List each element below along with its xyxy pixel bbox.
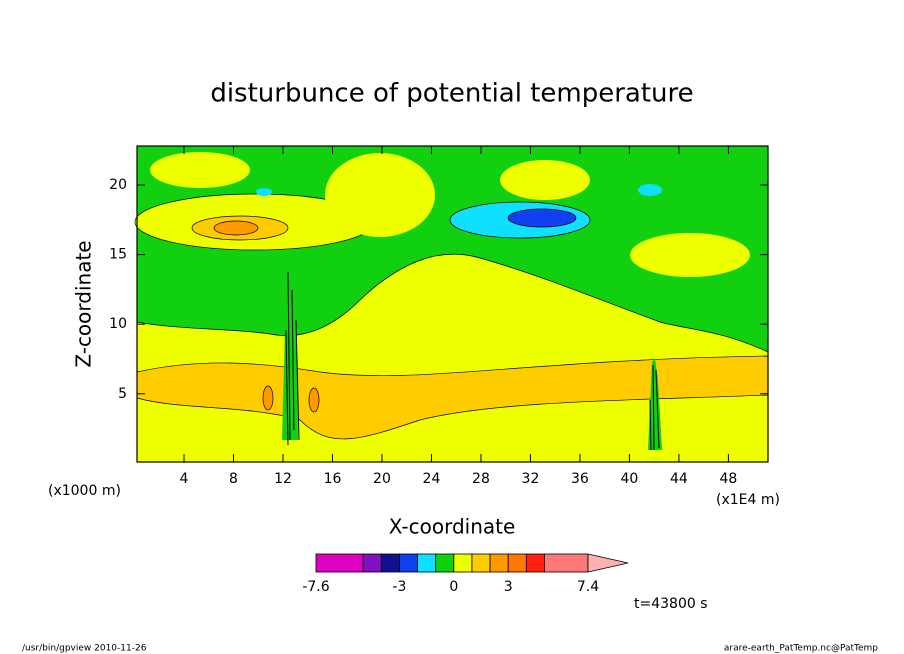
plot-frame <box>136 145 769 463</box>
colorbar-tick-label: 3 <box>504 579 513 595</box>
field-contour <box>285 271 300 446</box>
field-region <box>325 153 435 237</box>
colorbar-tick-label: 0 <box>449 579 458 595</box>
field-region <box>150 152 250 188</box>
colorbar-box <box>471 553 491 573</box>
colorbar-box <box>417 553 437 573</box>
x-tick-label: 8 <box>229 471 238 487</box>
y-tick-label: 20 <box>109 177 127 193</box>
colorbar-box <box>489 553 509 573</box>
y-tick-label: 15 <box>109 247 127 263</box>
field-region <box>262 385 274 411</box>
colorbar-tick-label: -3 <box>392 579 406 595</box>
y-tick-label: 10 <box>109 316 127 332</box>
y-axis-label: Z-coordinate <box>72 240 96 367</box>
colorbar-box <box>525 553 545 573</box>
x-tick-label: 16 <box>324 471 342 487</box>
x-unit-label: (x1000 m) <box>48 483 121 499</box>
field-region <box>638 184 662 196</box>
field-region <box>256 188 272 196</box>
x-tick-label: 12 <box>274 471 292 487</box>
contour-field <box>134 145 769 462</box>
field-region <box>213 220 259 236</box>
colorbar-box <box>380 553 400 573</box>
x-tick-label: 36 <box>571 471 589 487</box>
colorbar-box <box>362 553 382 573</box>
x2-unit-label: (x1E4 m) <box>716 492 780 508</box>
field-region <box>630 233 750 277</box>
x-tick-label: 40 <box>621 471 639 487</box>
field-region <box>507 208 577 228</box>
colorbar-box <box>435 553 455 573</box>
x-axis-label: X-coordinate <box>389 515 516 539</box>
x-tick-label: 4 <box>180 471 189 487</box>
colorbar-tick-label: 7.4 <box>577 579 599 595</box>
colorbar-box <box>507 553 527 573</box>
chart-title: disturbunce of potential temperature <box>210 79 693 109</box>
x-tick-label: 20 <box>373 471 391 487</box>
footer-left: /usr/bin/gpview 2010-11-26 <box>22 644 147 654</box>
colorbar-extension <box>587 553 629 573</box>
colorbar-tick-label: -7.6 <box>302 579 329 595</box>
x-tick-label: 28 <box>472 471 490 487</box>
colorbar-box <box>453 553 473 573</box>
field-region <box>308 387 320 413</box>
x-tick-label: 24 <box>423 471 441 487</box>
field-region <box>500 160 590 200</box>
x-tick-label: 32 <box>522 471 540 487</box>
x-tick-label: 48 <box>719 471 737 487</box>
colorbar-box <box>315 553 364 573</box>
annotation: t=43800 s <box>634 596 708 612</box>
colorbar-box <box>544 553 589 573</box>
y-tick-label: 5 <box>118 386 127 402</box>
colorbar-box <box>399 553 418 573</box>
x-tick-label: 44 <box>670 471 688 487</box>
field-contour <box>649 364 660 451</box>
footer-right: arare-earth_PatTemp.nc@PatTemp <box>724 644 878 654</box>
